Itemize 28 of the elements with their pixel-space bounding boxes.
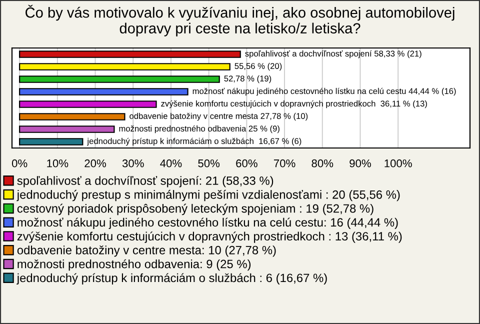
- legend-label: cestovný poriadok prispôsobený leteckým spojeniam : 19 (52,78 %): [17, 204, 374, 216]
- legend-label: zvýšenie komfortu cestujúcich v dopravných prostriedkoch : 13 (36,11 %): [17, 232, 402, 243]
- legend-label: odbavenie batožiny v centre mesta: 10 (27,78 %): [17, 246, 276, 257]
- x-tick-label: 50%: [198, 159, 220, 168]
- x-tick-label: 40%: [160, 159, 182, 168]
- x-tick-label: 100%: [384, 159, 412, 168]
- chart-title: Čo by vás motivovalo k využívaniu inej, ako osobnej automobilovej dopravy pri ceste na letisko/z letiska?: [26, 4, 454, 36]
- legend-label: spoľahlivosť a dochvíľnosť spojení: 21 (58,33 %): [17, 176, 274, 188]
- data-label: zvýšenie komfortu cestujúcich v dopravných prostriedkoch 36,11 % (13): [161, 100, 427, 108]
- data-label: 55,56 % (20): [234, 62, 282, 71]
- data-label: 52,78 % (19): [224, 75, 272, 84]
- data-label: možnosť nákupu jediného cestovného lístku na celú cestu 44,44 % (16): [192, 88, 456, 96]
- x-tick-label: 80%: [312, 159, 334, 168]
- data-label: jednoduchý prístup k informáciám o službách 16,67 % (6): [87, 138, 302, 146]
- legend-label: možnosť nákupu jediného cestovného lístku na celú cestu: 16 (44,44 %): [18, 218, 398, 229]
- legend-label: jednoduchý prestup s minimálnymi pešími vzdialenosťami : 20 (55,56 %): [16, 190, 400, 202]
- data-label: spoľahlivosť a dochvíľnosť spojení 58,33 % (21): [245, 50, 422, 58]
- legend-label: jednoduchý prístup k informáciám o službách : 6 (16,67 %): [16, 273, 327, 285]
- x-tick-label: 0%: [12, 159, 28, 168]
- legend-label: možnosti prednostného odbavenia: 9 (25 %): [18, 259, 251, 271]
- x-tick-label: 10%: [47, 159, 68, 168]
- x-tick-label: 20%: [84, 159, 106, 168]
- data-label: odbavenie batožiny v centre mesta 27,78 % (10): [130, 112, 308, 121]
- x-tick-label: 90%: [350, 159, 371, 168]
- x-tick-label: 60%: [236, 159, 258, 168]
- x-tick-label: 30%: [122, 159, 144, 168]
- data-label: možnosti prednostného odbavenia 25 % (9): [119, 125, 280, 134]
- x-tick-label: 70%: [274, 159, 296, 168]
